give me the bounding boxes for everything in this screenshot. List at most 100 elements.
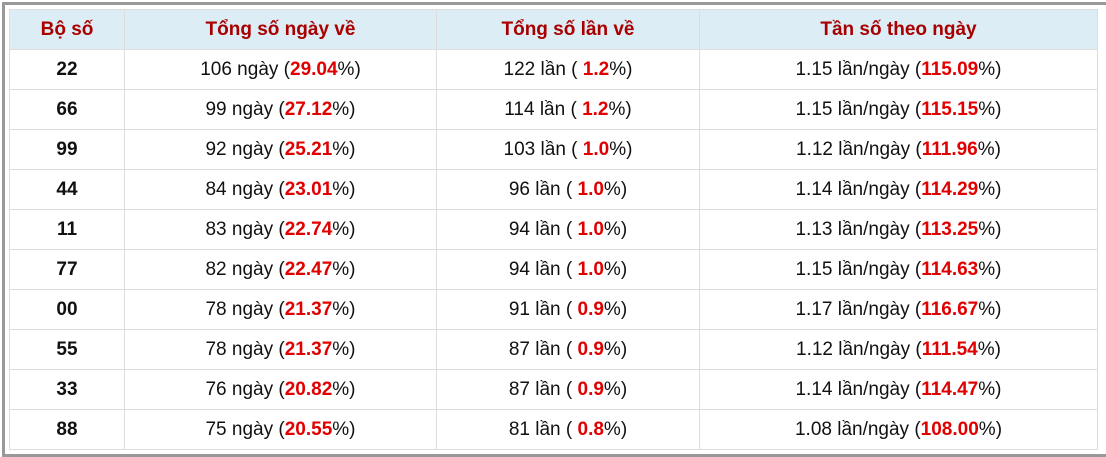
cell-text: 1.15 lần/ngày (: [795, 98, 922, 120]
cell-text: %): [978, 178, 1002, 200]
cell-text: 94 lần (: [508, 218, 578, 240]
percent-value: 23.01: [284, 178, 333, 200]
stat-cell: 87 lần ( 0.9%): [436, 369, 700, 410]
code-cell: 44: [9, 169, 125, 210]
stat-cell: 76 ngày (20.82%): [124, 369, 437, 410]
cell-text: %): [978, 258, 1002, 280]
percent-value: 1.0: [577, 258, 604, 280]
percent-value: 115.09: [921, 58, 979, 80]
cell-text: 82 ngày (: [205, 258, 285, 280]
percent-value: 115.15: [921, 98, 979, 120]
code-cell: 88: [9, 409, 125, 450]
stat-cell: 92 ngày (25.21%): [124, 129, 437, 170]
stat-cell: 1.14 lần/ngày (114.29%): [699, 169, 1098, 210]
percent-value: 116.67: [921, 298, 979, 320]
cell-text: %): [603, 218, 628, 240]
code-cell: 55: [9, 329, 125, 370]
cell-text: 1.14 lần/ngày (: [795, 378, 922, 400]
cell-text: 78 ngày (: [205, 338, 285, 360]
cell-text: 84 ngày (: [205, 178, 285, 200]
percent-value: 29.04: [290, 58, 338, 80]
cell-text: %): [609, 58, 633, 80]
cell-text: %): [609, 138, 633, 160]
cell-text: 1.12 lần/ngày (: [796, 338, 922, 360]
cell-text: 78 ngày (: [205, 298, 285, 320]
stat-cell: 81 lần ( 0.8%): [436, 409, 700, 450]
stat-cell: 1.13 lần/ngày (113.25%): [699, 209, 1098, 250]
percent-value: 0.9: [577, 338, 604, 360]
stat-cell: 91 lần ( 0.9%): [436, 289, 700, 330]
cell-text: %): [332, 178, 356, 200]
stat-cell: 106 ngày (29.04%): [124, 49, 437, 90]
percent-value: 0.8: [577, 418, 604, 440]
cell-text: %): [978, 418, 1003, 440]
cell-text: %): [332, 138, 356, 160]
code-cell: 11: [9, 209, 125, 250]
percent-value: 20.55: [284, 418, 333, 440]
table-row: 77 82 ngày (22.47%) 94 lần ( 1.0%) 1.15 lần…: [9, 249, 1098, 290]
code-cell: 77: [9, 249, 125, 290]
percent-value: 114.47: [921, 378, 979, 400]
stat-cell: 1.08 lần/ngày (108.00%): [699, 409, 1098, 450]
code-cell: 99: [9, 129, 125, 170]
percent-value: 22.47: [284, 258, 333, 280]
cell-text: 87 lần (: [508, 378, 578, 400]
percent-value: 0.9: [577, 378, 604, 400]
cell-text: %): [603, 378, 628, 400]
stat-cell: 83 ngày (22.74%): [124, 209, 437, 250]
cell-text: 96 lần (: [508, 178, 578, 200]
table-row: 22 106 ngày (29.04%) 122 lần ( 1.2%) 1.15 l…: [9, 49, 1098, 90]
stat-cell: 94 lần ( 1.0%): [436, 249, 700, 290]
stat-cell: 1.14 lần/ngày (114.47%): [699, 369, 1098, 410]
cell-text: 1.14 lần/ngày (: [795, 178, 922, 200]
stat-cell: 84 ngày (23.01%): [124, 169, 437, 210]
table-row: 66 99 ngày (27.12%) 114 lần ( 1.2%) 1.15 lầ…: [9, 89, 1098, 130]
code-cell: 22: [9, 49, 125, 90]
cell-text: 1.13 lần/ngày (: [795, 218, 922, 240]
cell-text: %): [978, 218, 1002, 240]
cell-text: 92 ngày (: [205, 138, 285, 160]
cell-text: %): [603, 298, 628, 320]
cell-text: 94 lần (: [508, 258, 578, 280]
stat-cell: 82 ngày (22.47%): [124, 249, 437, 290]
cell-text: %): [603, 258, 628, 280]
stat-cell: 94 lần ( 1.0%): [436, 209, 700, 250]
cell-text: %): [332, 258, 356, 280]
table-row: 88 75 ngày (20.55%) 81 lần ( 0.8%) 1.08 lần…: [9, 409, 1098, 450]
code-cell: 00: [9, 289, 125, 330]
header-cell: Tần số theo ngày: [699, 9, 1098, 50]
cell-text: %): [603, 178, 628, 200]
percent-value: 22.74: [284, 218, 333, 240]
cell-text: 103 lần (: [503, 138, 583, 160]
percent-value: 1.0: [582, 138, 610, 160]
percent-value: 20.82: [284, 378, 333, 400]
stat-cell: 1.15 lần/ngày (114.63%): [699, 249, 1098, 290]
stat-cell: 99 ngày (27.12%): [124, 89, 437, 130]
cell-text: 75 ngày (: [205, 418, 285, 440]
cell-text: 1.08 lần/ngày (: [794, 418, 921, 440]
cell-text: 1.17 lần/ngày (: [795, 298, 922, 320]
stat-cell: 87 lần ( 0.9%): [436, 329, 700, 370]
cell-text: %): [978, 58, 1002, 80]
stat-cell: 1.15 lần/ngày (115.09%): [699, 49, 1098, 90]
percent-value: 21.37: [284, 298, 333, 320]
header-cell: Tổng số lần về: [436, 9, 700, 50]
stat-cell: 122 lần ( 1.2%): [436, 49, 700, 90]
percent-value: 108.00: [920, 418, 979, 440]
stat-cell: 96 lần ( 1.0%): [436, 169, 700, 210]
cell-text: %): [977, 338, 1001, 360]
percent-value: 114.29: [921, 178, 979, 200]
cell-text: %): [978, 98, 1002, 120]
header-row: Bộ số Tổng số ngày về Tổng số lần về Tần số…: [9, 9, 1098, 50]
cell-text: 83 ngày (: [205, 218, 285, 240]
percent-value: 25.21: [284, 138, 333, 160]
table-row: 33 76 ngày (20.82%) 87 lần ( 0.9%) 1.14 lần…: [9, 369, 1098, 410]
cell-text: 91 lần (: [508, 298, 578, 320]
cell-text: %): [608, 98, 632, 120]
percent-value: 0.9: [577, 298, 604, 320]
cell-text: 1.15 lần/ngày (: [795, 58, 922, 80]
stat-cell: 1.17 lần/ngày (116.67%): [699, 289, 1098, 330]
cell-text: 114 lần (: [504, 98, 583, 120]
